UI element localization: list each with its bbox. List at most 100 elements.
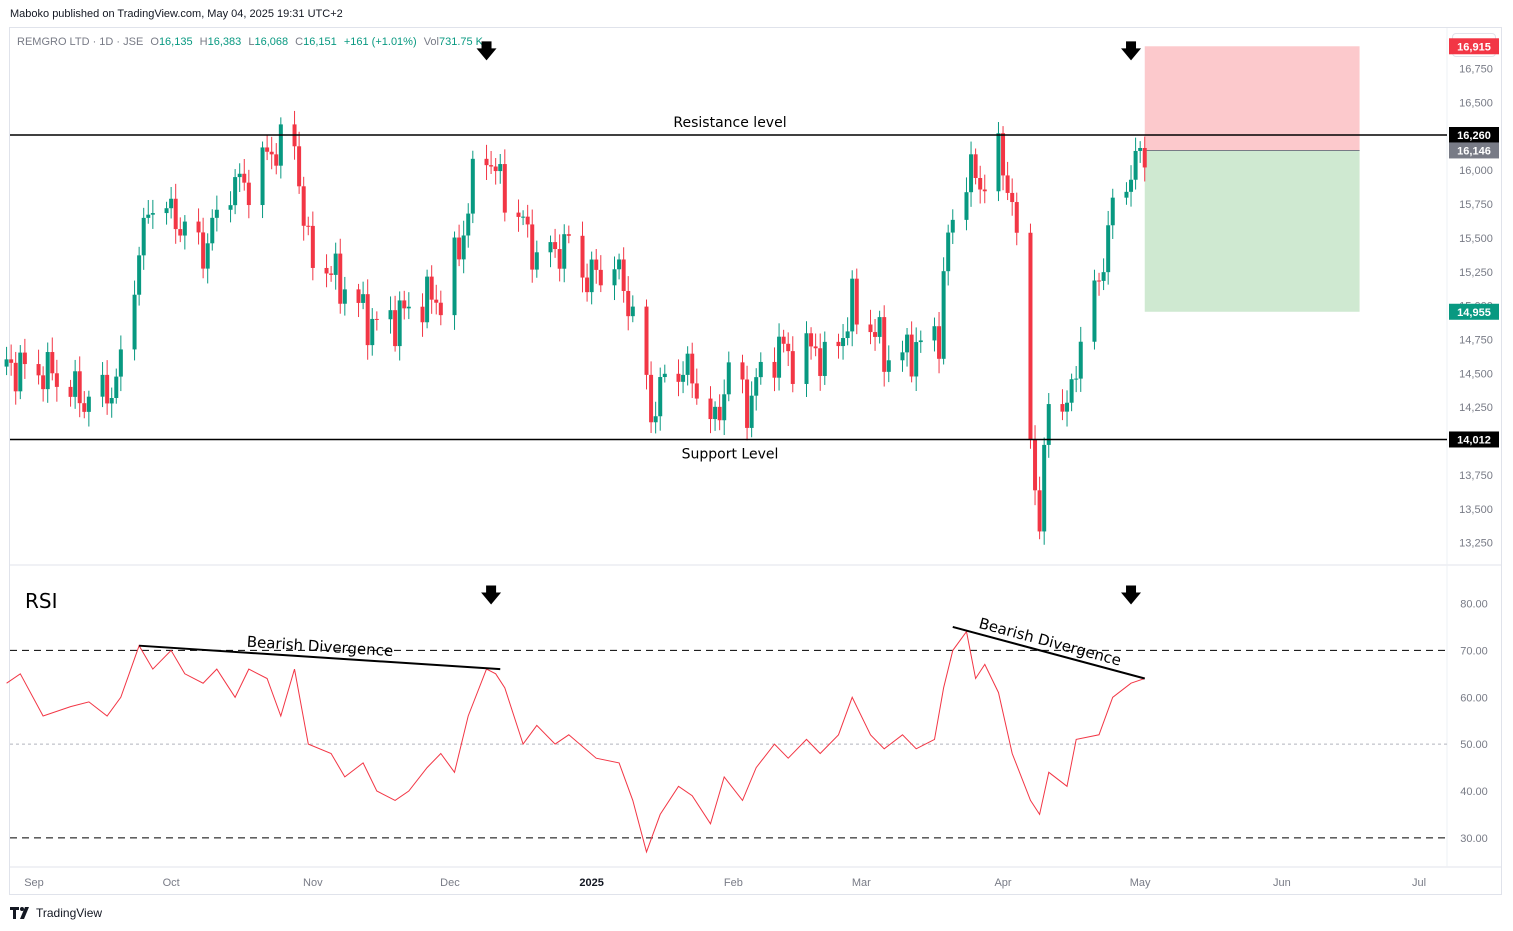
candle-body — [205, 243, 210, 269]
candle-body — [1101, 272, 1106, 281]
price-tag-box — [1449, 431, 1499, 448]
low-label: L — [248, 36, 255, 48]
time-tick-label: Sep — [24, 877, 44, 889]
stop-loss-zone — [1144, 46, 1360, 151]
candle-body — [978, 177, 983, 190]
rsi-title: RSI — [25, 589, 58, 613]
candle-body — [790, 351, 795, 384]
candle-body — [1074, 378, 1079, 380]
candle-body — [297, 146, 302, 187]
candle-body — [612, 269, 617, 286]
candle-body — [708, 398, 713, 420]
candle-body — [438, 302, 443, 316]
rsi-tick-label: 70.00 — [1460, 645, 1488, 657]
candle-body — [868, 324, 873, 333]
candle-body — [333, 253, 338, 275]
candle-body — [685, 353, 690, 375]
resistance-label: Resistance level — [673, 115, 786, 131]
price-tick-label: 13,500 — [1459, 504, 1493, 516]
candle-body — [836, 341, 841, 347]
candle-body — [82, 403, 87, 412]
candle-body — [713, 406, 718, 420]
candle-body — [786, 343, 791, 352]
footer-brand: TradingView — [10, 906, 102, 920]
candle-body — [265, 147, 270, 152]
candle-body — [964, 192, 969, 220]
candle-body — [1110, 197, 1115, 226]
candle-body — [50, 352, 55, 374]
candle-body — [1010, 192, 1015, 203]
candle-body — [530, 224, 535, 270]
candle-body — [1028, 232, 1033, 440]
candle-body — [1033, 439, 1038, 491]
candle-body — [434, 299, 439, 303]
candle-body — [525, 216, 530, 225]
candle-body — [658, 377, 663, 417]
candle-body — [1069, 379, 1074, 403]
open-label: O — [150, 36, 159, 48]
candle-body — [374, 318, 379, 320]
candle-body — [580, 235, 585, 278]
volume-label: Vol — [423, 36, 439, 48]
candle-body — [1042, 444, 1047, 532]
candle-body — [237, 173, 242, 178]
candle-body — [118, 349, 123, 377]
time-tick-label: Jun — [1273, 877, 1291, 889]
candle-body — [1097, 280, 1102, 282]
rsi-tick-label: 80.00 — [1460, 599, 1488, 611]
candle-body — [626, 290, 631, 317]
close-label: C — [295, 36, 304, 48]
candle-body — [1014, 202, 1019, 233]
candle-body — [36, 364, 41, 376]
symbol-legend: REMGRO LTD · 1D · JSE O16,135 H16,383 L1… — [17, 36, 483, 48]
candle-body — [329, 273, 334, 275]
candle-body — [996, 133, 1001, 192]
candle-body — [470, 158, 475, 214]
candle-body — [882, 317, 887, 372]
symbol-name[interactable]: REMGRO LTD · 1D · JSE — [17, 36, 144, 48]
candle-body — [1124, 191, 1129, 198]
candle-body — [589, 259, 594, 293]
candle-body — [306, 225, 311, 227]
candle-body — [137, 255, 142, 295]
candle-body — [777, 336, 782, 378]
candle-body — [937, 326, 942, 359]
candle-body — [1078, 341, 1083, 379]
candle-body — [4, 359, 9, 367]
candle-body — [214, 209, 219, 218]
candle-body — [246, 182, 251, 206]
candle-body — [109, 398, 114, 404]
candle-body — [690, 353, 695, 384]
candle-body — [548, 242, 553, 253]
candle-body — [201, 232, 206, 269]
candle-body — [809, 333, 814, 347]
time-tick-label: May — [1130, 877, 1151, 889]
rsi-tick-label: 30.00 — [1460, 833, 1488, 845]
price-tag-label: 14,955 — [1457, 307, 1491, 319]
candle-body — [324, 267, 329, 274]
candle-body — [918, 340, 923, 343]
candle-body — [694, 383, 699, 399]
price-tick-label: 13,750 — [1459, 470, 1493, 482]
arrow-down-icon — [1121, 41, 1142, 61]
candle-body — [598, 269, 603, 286]
candle-body — [850, 278, 855, 332]
candle-body — [1037, 490, 1042, 532]
candle-body — [909, 334, 914, 377]
candle-body — [1138, 147, 1143, 151]
price-tick-label: 13,250 — [1459, 538, 1493, 550]
candle-body — [114, 376, 119, 399]
candle-body — [557, 249, 562, 269]
candle-body — [534, 252, 539, 270]
candle-body — [18, 352, 23, 392]
time-tick-label: Oct — [163, 877, 180, 889]
price-tag-box — [1449, 142, 1499, 159]
price-tag-label: 14,012 — [1457, 434, 1491, 446]
candle-body — [356, 289, 361, 303]
candle-body — [13, 362, 18, 392]
candle-body — [621, 259, 626, 291]
rsi-line — [6, 630, 1145, 854]
candle-body — [562, 234, 567, 269]
candle-body — [617, 259, 622, 270]
